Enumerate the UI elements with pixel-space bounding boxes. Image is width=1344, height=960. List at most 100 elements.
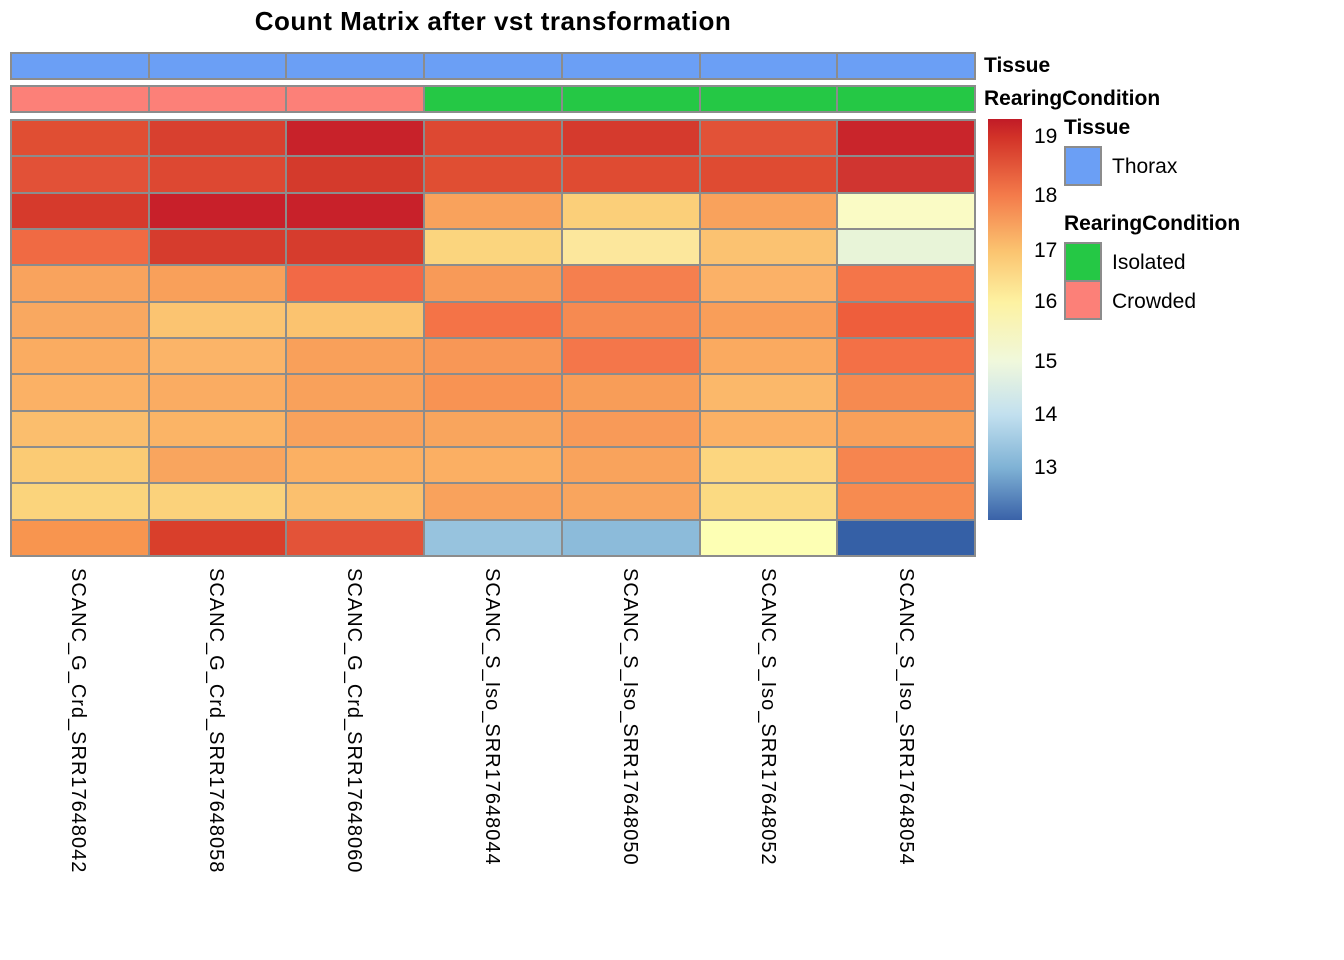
legend-label-thorax: Thorax [1112,155,1178,178]
column-label: SCANC_G_Crd_SRR17648058 [205,568,227,874]
heatmap-cell [561,519,700,556]
heatmap-cell [286,410,425,447]
heatmap-cell [286,519,425,556]
heatmap-cell [561,228,700,266]
legend-tissue-title: Tissue [1064,116,1131,139]
heatmap-cell [286,265,425,302]
rearing-annotation-cell [148,86,287,112]
heatmap-cell [424,374,562,411]
heatmap-cell [561,483,700,520]
rearing-annotation-cell [286,86,425,112]
column-label: SCANC_S_Iso_SRR17648050 [619,568,641,866]
heatmap-cell [286,374,425,411]
heatmap-cell [424,265,562,302]
heatmap-cell [424,483,562,520]
heatmap-cell [11,156,149,193]
legend-swatch-crowded [1064,280,1102,320]
legend-label-isolated: Isolated [1112,251,1186,274]
heatmap-cell [11,519,149,556]
heatmap-cell [837,192,975,229]
heatmap-cell [148,301,287,338]
heatmap-cell [286,483,425,520]
heatmap-cell [424,410,562,447]
heatmap-cell [561,265,700,302]
tissue-bar-label: Tissue [984,54,1051,77]
heatmap-cell [837,228,975,266]
tissue-annotation-cell [699,53,838,79]
heatmap-cell [286,192,425,229]
heatmap-cell [699,410,838,447]
heatmap-cell [699,156,838,193]
heatmap-cell [148,337,287,375]
column-label: SCANC_G_Crd_SRR17648042 [67,568,89,874]
colorbar-tick-label: 19 [1034,125,1058,149]
heatmap-cell [11,228,149,266]
heatmap-cell [561,192,700,229]
heatmap-cell [148,519,287,556]
heatmap-cell [286,120,425,157]
heatmap-cell [424,192,562,229]
rearing-annotation-cell [561,86,700,112]
heatmap-cell [699,446,838,484]
column-label: SCANC_S_Iso_SRR17648052 [757,568,779,866]
page-title: Count Matrix after vst transformation [254,6,732,36]
tissue-annotation-cell [561,53,700,79]
colorbar-tick-label: 15 [1034,349,1058,373]
tissue-annotation-cell [837,53,975,79]
tissue-annotation-cell [286,53,425,79]
colorbar-gradient [988,119,1022,520]
heatmap-cell [699,192,838,229]
heatmap-cell [424,301,562,338]
heatmap-cell [286,228,425,266]
heatmap-cell [424,446,562,484]
column-label: SCANC_S_Iso_SRR17648044 [481,568,503,866]
heatmap-cell [11,410,149,447]
colorbar-tick-label: 14 [1034,402,1058,426]
heatmap-cell [561,446,700,484]
rearing-annotation-bar [10,85,976,113]
heatmap-cell [699,228,838,266]
heatmap-cell [286,156,425,193]
heatmap-cell [837,374,975,411]
legend-rearing-title: RearingCondition [1064,212,1241,235]
heatmap-cell [148,192,287,229]
heatmap-cell [11,446,149,484]
heatmap-cell [148,120,287,157]
colorbar-tick-label: 16 [1034,290,1058,314]
heatmap-cell [286,301,425,338]
heatmap-cell [148,410,287,447]
heatmap-cell [286,337,425,375]
heatmap-cell [286,446,425,484]
legend-label-crowded: Crowded [1112,290,1197,313]
colorbar-tick-label: 13 [1034,455,1058,479]
heatmap-cell [11,265,149,302]
legend-swatch-isolated [1064,242,1102,282]
rearing-bar-label: RearingCondition [984,87,1161,110]
heatmap-cell [11,192,149,229]
heatmap-cell [148,228,287,266]
heatmap-cell [837,483,975,520]
heatmap-cell [561,337,700,375]
heatmap-cell [561,301,700,338]
heatmap-cell [837,301,975,338]
heatmap-cell [424,120,562,157]
colorbar-tick-label: 17 [1034,239,1058,263]
heatmap-cell [424,337,562,375]
heatmap-cell [561,120,700,157]
heatmap-cell [561,156,700,193]
heatmap-cell [699,374,838,411]
heatmap-cell [424,228,562,266]
heatmap-cell [11,374,149,411]
heatmap-cell [148,483,287,520]
heatmap-cell [148,156,287,193]
column-label: SCANC_S_Iso_SRR17648054 [895,568,917,866]
heatmap-cell [837,446,975,484]
heatmap-cell [837,156,975,193]
tissue-annotation-bar [10,52,976,80]
rearing-annotation-cell [699,86,838,112]
tissue-annotation-cell [148,53,287,79]
heatmap-cell [148,265,287,302]
colorbar-tick-label: 18 [1034,184,1058,208]
column-label: SCANC_G_Crd_SRR17648060 [343,568,365,874]
heatmap-cell [699,265,838,302]
